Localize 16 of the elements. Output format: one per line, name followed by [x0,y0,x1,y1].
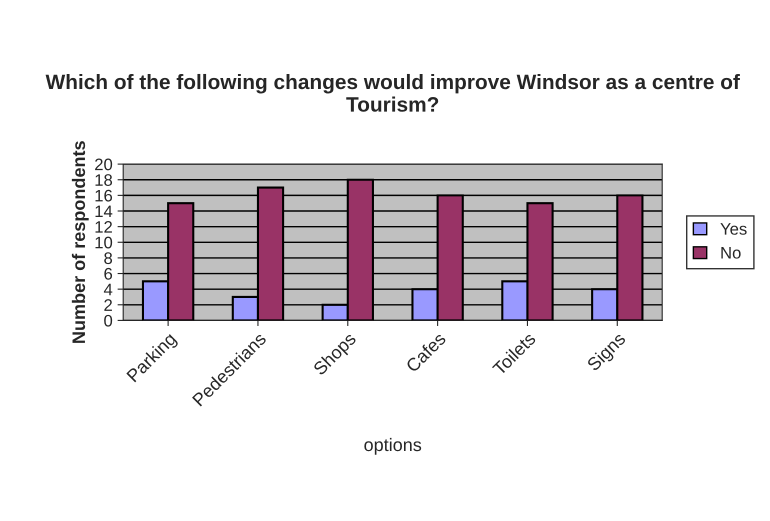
y-tick-label: 6 [104,268,112,280]
x-axis-title: options [364,438,422,455]
legend-label: Yes [720,223,747,235]
y-tick-label: 16 [96,190,112,202]
y-tick-label: 20 [95,158,112,170]
y-tick-label: 2 [104,299,112,311]
y-tick-label: 18 [96,174,112,186]
chart-title: Which of the following changes would improve Windsor as a centre of Tourism? [46,74,740,112]
y-tick-label: 0 [104,314,112,327]
y-tick-label: 10 [96,236,112,248]
y-axis-title: Number of respondents [72,141,89,343]
legend-label: No [721,247,741,259]
y-tick-label: 4 [104,284,112,296]
y-tick-label: 12 [96,221,112,233]
y-tick-label: 14 [96,206,112,218]
y-tick-label: 8 [104,252,112,264]
